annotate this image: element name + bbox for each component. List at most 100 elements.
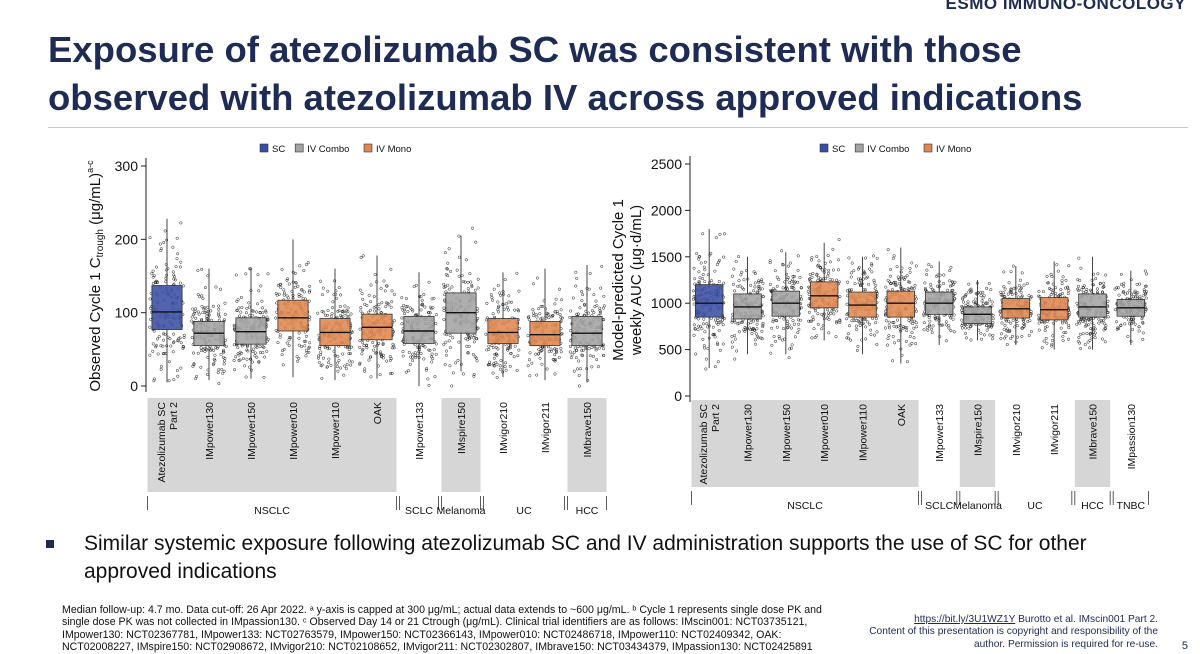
data-point	[485, 348, 489, 352]
data-point	[457, 340, 461, 344]
data-point	[280, 353, 284, 357]
data-point	[255, 355, 259, 359]
data-point	[942, 273, 946, 277]
data-point	[818, 265, 822, 269]
data-point	[569, 356, 573, 360]
data-point	[721, 323, 725, 327]
data-point	[492, 287, 496, 291]
data-point	[1060, 279, 1064, 283]
data-point	[736, 284, 740, 288]
data-point	[254, 344, 258, 348]
data-point	[430, 352, 434, 356]
data-point	[488, 363, 492, 367]
data-point	[296, 359, 300, 363]
data-point	[157, 335, 161, 339]
data-point	[740, 270, 744, 274]
data-point	[914, 309, 918, 313]
data-point	[857, 320, 861, 324]
category-label-atezolizumab-sc-part-2: Atezolizumab SCPart 2	[698, 404, 722, 485]
data-point	[379, 287, 383, 291]
key-finding: Similar systemic exposure following atez…	[46, 530, 1156, 586]
data-point	[1049, 272, 1053, 276]
data-point	[331, 300, 335, 304]
data-point	[361, 347, 365, 351]
data-point	[961, 296, 965, 300]
data-point	[761, 294, 765, 298]
data-point	[476, 286, 480, 290]
data-point	[716, 360, 720, 364]
data-point	[539, 349, 543, 353]
data-point	[599, 310, 603, 314]
data-point	[297, 331, 301, 335]
data-point	[196, 268, 200, 272]
data-point	[988, 298, 992, 302]
data-point	[320, 310, 324, 314]
data-point	[509, 351, 513, 355]
data-point	[369, 355, 373, 359]
data-point	[1051, 334, 1055, 338]
group-band-uc	[483, 398, 565, 492]
data-point	[1064, 286, 1068, 290]
y-tick-label: 300	[115, 158, 139, 174]
data-point	[342, 373, 346, 377]
data-point	[787, 356, 791, 360]
data-point	[402, 308, 406, 312]
data-point	[1130, 318, 1134, 322]
data-point	[233, 368, 237, 372]
data-point	[151, 342, 155, 346]
data-point	[541, 304, 545, 308]
data-point	[558, 287, 562, 291]
category-label-imspire150: IMspire150	[973, 404, 985, 456]
data-point	[575, 367, 579, 371]
data-point	[371, 340, 375, 344]
data-point	[810, 258, 814, 262]
data-point	[527, 318, 531, 322]
data-point	[484, 332, 488, 336]
data-point	[1007, 281, 1011, 285]
data-point	[866, 320, 870, 324]
data-point	[443, 363, 447, 367]
data-point	[722, 281, 726, 285]
data-point	[504, 368, 508, 372]
data-point	[285, 341, 289, 345]
data-point	[240, 306, 244, 310]
data-point	[1102, 285, 1106, 289]
data-point	[201, 348, 205, 352]
box-imbrave150	[571, 315, 603, 347]
data-point	[264, 309, 268, 313]
data-point	[337, 358, 341, 362]
data-point	[950, 283, 954, 287]
data-point	[553, 372, 557, 376]
data-point	[304, 354, 308, 358]
data-point	[737, 279, 741, 283]
data-point	[912, 319, 916, 323]
data-point	[1010, 334, 1014, 338]
data-point	[721, 342, 725, 346]
data-point	[693, 277, 697, 281]
title-divider	[48, 127, 1188, 128]
data-point	[752, 289, 756, 293]
data-point	[265, 349, 269, 353]
data-point	[910, 286, 914, 290]
data-point	[526, 334, 530, 338]
data-point	[320, 376, 324, 380]
data-point	[913, 283, 917, 287]
data-point	[304, 263, 308, 267]
data-point	[816, 322, 820, 326]
data-point	[960, 318, 964, 322]
reference-link[interactable]: https://bit.ly/3U1WZ1Y	[914, 614, 1016, 625]
data-point	[303, 344, 307, 348]
data-point	[854, 324, 858, 328]
data-point	[738, 284, 742, 288]
data-point	[464, 258, 468, 262]
data-point	[444, 349, 448, 353]
data-point	[894, 283, 898, 287]
data-point	[507, 294, 511, 298]
data-point	[1002, 291, 1006, 295]
data-point	[294, 281, 298, 285]
data-point	[834, 335, 838, 339]
data-point	[855, 328, 859, 332]
data-point	[594, 299, 598, 303]
data-point	[1101, 318, 1105, 322]
data-point	[306, 261, 310, 265]
